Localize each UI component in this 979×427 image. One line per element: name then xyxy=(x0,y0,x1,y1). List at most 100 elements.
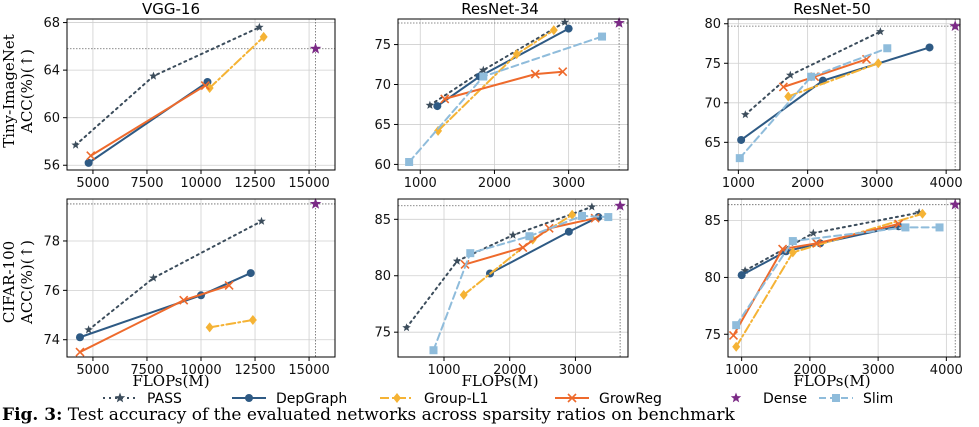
y-tick-label: 75 xyxy=(704,57,721,72)
axes-frame xyxy=(727,18,961,171)
panel-resnet50-cifar: 1000 2000 3000 4000 75 80 85 xyxy=(704,198,963,378)
caption-text: Test accuracy of the evaluated networks … xyxy=(62,405,735,425)
legend-item-group-l1: Group-L1 xyxy=(380,391,488,407)
series-line-pass xyxy=(405,205,593,329)
legend-marker xyxy=(832,394,840,402)
point-slim xyxy=(598,32,607,41)
point-growreg xyxy=(778,82,788,92)
y-tick-label: 65 xyxy=(374,118,391,133)
series-line-pass xyxy=(74,26,261,147)
y-tick-label: 74 xyxy=(43,333,60,348)
point-group-l1 xyxy=(874,58,883,69)
y-tick-label: 70 xyxy=(374,78,391,93)
series-line-depgraph xyxy=(740,225,900,277)
y-tick-label: 78 xyxy=(43,234,60,249)
y-tick-label: 76 xyxy=(43,284,60,299)
panel-resnet50-tiny: 1000 2000 3000 4000 65 70 75 80 xyxy=(704,17,962,191)
x-tick-label: 1000 xyxy=(725,363,758,378)
point-dense xyxy=(309,197,322,209)
x-tick-label: 4000 xyxy=(930,363,963,378)
point-slim xyxy=(735,154,744,163)
x-tick-label: 15000 xyxy=(288,363,329,378)
row-label-cifar100: CIFAR-100 ACC(%)(↑) xyxy=(0,240,36,325)
point-group-l1 xyxy=(788,247,797,258)
series-line-growreg xyxy=(443,70,564,100)
x-tick-label: 5000 xyxy=(76,363,109,378)
axes-frame xyxy=(397,18,629,171)
point-slim xyxy=(429,346,438,355)
y-tick-label: 75 xyxy=(704,328,721,343)
xlabel-col2: FLOPs(M) xyxy=(461,372,538,390)
point-group-l1 xyxy=(248,314,257,325)
point-group-l1 xyxy=(732,341,741,352)
svg-text:Tiny-ImageNet: Tiny-ImageNet xyxy=(0,34,18,148)
point-pass xyxy=(71,140,80,149)
series-line-pass xyxy=(428,21,566,107)
x-tick-label: 12500 xyxy=(234,176,275,191)
series-line-depgraph xyxy=(489,216,600,275)
x-tick-label: 2000 xyxy=(791,176,824,191)
y-tick-label: 70 xyxy=(704,96,721,111)
point-pass xyxy=(479,65,488,74)
point-pass xyxy=(914,208,924,217)
legend-label: Group-L1 xyxy=(424,391,488,407)
point-growreg xyxy=(558,67,568,77)
x-tick-label: 2000 xyxy=(493,363,526,378)
point-pass xyxy=(809,228,818,237)
point-slim xyxy=(466,249,475,258)
x-tick-label: 3000 xyxy=(862,363,895,378)
panel-vgg16-cifar: 5000 7500 10000 12500 15000 74 76 78 xyxy=(43,197,336,378)
series-line-slim xyxy=(735,226,941,327)
point-slim xyxy=(732,321,741,330)
point-pass xyxy=(560,17,570,26)
point-depgraph xyxy=(564,24,573,33)
point-growreg xyxy=(200,81,210,91)
point-growreg xyxy=(530,69,540,79)
y-tick-label: 75 xyxy=(374,38,391,53)
point-group-l1 xyxy=(512,49,521,60)
legend-marker xyxy=(567,393,577,403)
x-tick-label: 15000 xyxy=(288,176,329,191)
series-line-slim xyxy=(408,35,604,164)
x-tick-label: 3000 xyxy=(559,363,592,378)
point-pass xyxy=(402,323,411,332)
point-group-l1 xyxy=(259,31,268,42)
point-dense xyxy=(613,17,625,28)
y-tick-label: 80 xyxy=(374,269,391,284)
legend-label: Dense xyxy=(763,391,807,407)
point-slim xyxy=(405,158,414,167)
point-pass xyxy=(786,70,795,79)
y-tick-label: 60 xyxy=(43,111,60,126)
point-group-l1 xyxy=(549,25,558,36)
series-line-depgraph xyxy=(78,272,252,339)
point-pass xyxy=(257,216,266,225)
point-dense xyxy=(614,199,626,211)
point-growreg xyxy=(179,295,189,305)
y-tick-label: 64 xyxy=(43,64,60,79)
y-tick-label: 85 xyxy=(374,213,391,228)
point-slim xyxy=(788,237,797,246)
legend-item-growreg: GrowReg xyxy=(555,391,662,407)
series-line-growreg xyxy=(732,223,900,337)
point-pass xyxy=(149,71,158,80)
point-growreg xyxy=(224,280,234,290)
legend-label: PASS xyxy=(147,391,182,407)
point-pass xyxy=(741,110,750,119)
x-tick-label: 1000 xyxy=(722,176,755,191)
x-tick-label: 12500 xyxy=(234,363,275,378)
x-tick-label: 1000 xyxy=(404,176,437,191)
col-title-resnet50: ResNet-50 xyxy=(793,0,871,18)
point-depgraph xyxy=(564,227,573,236)
x-tick-label: 5000 xyxy=(76,176,109,191)
svg-text:ACC(%)(↑): ACC(%)(↑) xyxy=(18,240,36,325)
x-tick-label: 7500 xyxy=(130,363,163,378)
point-slim xyxy=(525,232,534,241)
y-tick-label: 85 xyxy=(704,214,721,229)
point-growreg xyxy=(75,347,85,357)
point-depgraph xyxy=(84,158,93,167)
point-growreg xyxy=(894,219,904,229)
point-depgraph xyxy=(737,271,746,280)
svg-text:ACC(%)(↑): ACC(%)(↑) xyxy=(18,49,36,134)
series-line-group-l1 xyxy=(208,318,254,329)
